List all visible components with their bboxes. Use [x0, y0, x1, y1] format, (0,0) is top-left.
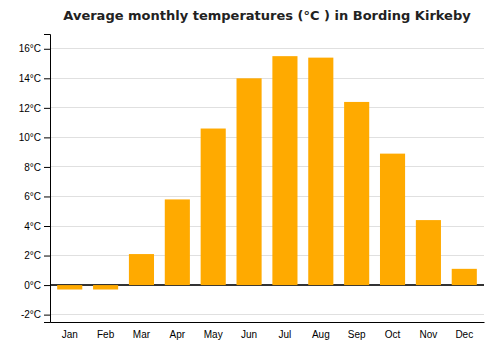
bar: [165, 199, 190, 285]
x-tick: Jun: [241, 329, 257, 340]
y-tick-label: 8°C: [24, 162, 41, 173]
x-tick: Apr: [170, 329, 186, 340]
y-tick-mark: [44, 256, 50, 257]
y-tick-label: 4°C: [24, 221, 41, 232]
y-tick-mark: [44, 49, 50, 50]
grid-line: [50, 78, 484, 79]
y-tick: 16°C: [19, 43, 50, 54]
y-tick: 12°C: [19, 103, 50, 114]
y-tick-label: 10°C: [19, 132, 41, 143]
y-tick: 4°C: [24, 221, 50, 232]
y-tick-mark: [44, 196, 50, 197]
x-tick-label: Dec: [455, 329, 473, 340]
x-tick: Feb: [97, 329, 115, 340]
y-tick-label: 6°C: [24, 191, 41, 202]
grid-line: [50, 137, 484, 138]
grid-line: [50, 166, 484, 167]
x-tick-label: Jun: [241, 329, 257, 340]
x-axis: Jan Feb Mar Apr May Jun Jul Aug Sep Oct Nov Dec: [51, 323, 485, 341]
grid-line: [50, 314, 484, 315]
y-tick: 2°C: [24, 250, 50, 261]
y-tick-mark: [44, 108, 50, 109]
x-tick-label: Jan: [62, 329, 78, 340]
x-tick-label: Jul: [279, 329, 292, 340]
bar: [308, 58, 333, 285]
chart: -2°C 0°C 2°C 4°C 6°C 8°C 10°C 12°C 14°C 16°C Jan Fe…: [0, 0, 500, 350]
bar: [344, 102, 369, 285]
x-axis-line: [51, 322, 485, 323]
y-tick: 0°C: [24, 280, 50, 291]
x-tick-label: Mar: [133, 329, 151, 340]
bar: [129, 254, 154, 285]
bar: [452, 269, 477, 285]
x-tick: Mar: [133, 329, 151, 340]
bar: [201, 129, 226, 286]
x-tick: Sep: [348, 329, 366, 340]
y-tick-label: 2°C: [24, 250, 41, 261]
y-tick: 6°C: [24, 191, 50, 202]
x-tick-label: Feb: [97, 329, 115, 340]
x-tick: Dec: [455, 329, 473, 340]
grid-line: [50, 196, 484, 197]
x-tick: Nov: [420, 329, 438, 340]
plot: -2°C 0°C 2°C 4°C 6°C 8°C 10°C 12°C 14°C 16°C Jan Fe…: [19, 35, 485, 341]
y-tick-label: 0°C: [24, 280, 41, 291]
y-tick-label: 16°C: [19, 43, 41, 54]
title: Average monthly temperatures (°C ) in Bo…: [63, 8, 471, 23]
x-tick-label: Nov: [420, 329, 438, 340]
bar: [93, 285, 118, 289]
y-axis-line: [44, 35, 51, 323]
y-tick-mark: [44, 167, 50, 168]
x-tick: Jan: [62, 329, 78, 340]
x-tick: May: [204, 329, 223, 340]
bar: [57, 285, 82, 289]
x-tick-label: Aug: [312, 329, 330, 340]
y-tick-label: -2°C: [21, 309, 41, 320]
bar: [237, 78, 262, 285]
y-tick: 14°C: [19, 73, 50, 84]
x-tick-label: Sep: [348, 329, 366, 340]
y-tick: 10°C: [19, 132, 50, 143]
y-tick-label: 12°C: [19, 103, 41, 114]
x-tick-label: May: [204, 329, 223, 340]
y-tick: 8°C: [24, 162, 50, 173]
y-tick-mark: [44, 226, 50, 227]
y-tick-mark: [44, 315, 50, 316]
y-tick-mark: [44, 78, 50, 79]
x-tick-label: Apr: [170, 329, 186, 340]
x-tick: Oct: [385, 329, 401, 340]
y-axis: -2°C 0°C 2°C 4°C 6°C 8°C 10°C 12°C 14°C 16°C: [19, 35, 51, 323]
y-tick-mark: [44, 285, 50, 286]
y-tick: -2°C: [21, 309, 50, 320]
x-tick-label: Oct: [385, 329, 401, 340]
bar: [380, 154, 405, 285]
grid-line: [50, 48, 484, 49]
y-tick-label: 14°C: [19, 73, 41, 84]
y-tick-mark: [44, 137, 50, 138]
grid: [50, 49, 484, 315]
bar: [416, 220, 441, 285]
bar: [272, 56, 297, 285]
x-tick: Jul: [279, 329, 292, 340]
bars: [57, 56, 477, 289]
x-tick: Aug: [312, 329, 330, 340]
grid-line: [50, 107, 484, 108]
